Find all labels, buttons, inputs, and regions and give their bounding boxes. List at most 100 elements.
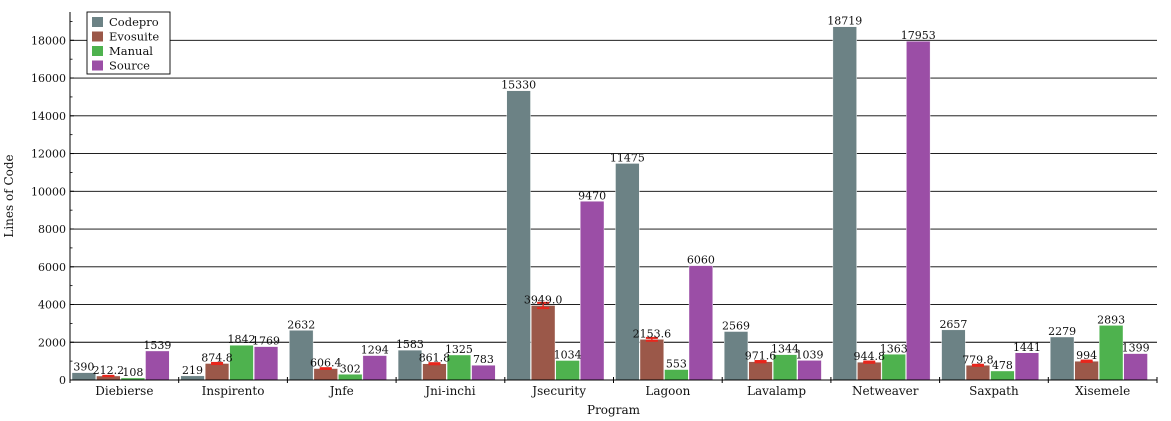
bar-evosuite-lavalamp <box>748 361 773 381</box>
data-label: 9470 <box>578 189 606 202</box>
data-label: 2657 <box>939 318 967 331</box>
error-bars-layer <box>102 301 1093 378</box>
bar-evosuite-jsecurity <box>531 305 556 381</box>
x-category-label: Lavalamp <box>747 384 806 398</box>
data-label: 1441 <box>1013 341 1041 354</box>
x-category-label: Inspirento <box>202 384 265 398</box>
bar-source-lavalamp <box>797 360 822 381</box>
legend-label-source: Source <box>109 59 150 73</box>
bar-source-xisemele <box>1123 353 1148 381</box>
bar-source-saxpath <box>1014 352 1039 381</box>
y-tick-label: 10000 <box>31 185 66 198</box>
data-label: 1325 <box>445 343 473 356</box>
bar-manual-saxpath <box>990 370 1015 381</box>
legend-label-evosuite: Evosuite <box>109 30 159 44</box>
data-label: 1344 <box>771 343 799 356</box>
bar-manual-lagoon <box>664 369 689 381</box>
x-axis-title: Program <box>587 403 641 417</box>
data-label: 2279 <box>1048 325 1076 338</box>
data-label: 1294 <box>361 344 389 357</box>
data-label: 11475 <box>610 151 645 164</box>
grid-layer <box>70 39 1157 343</box>
bar-manual-lavalamp <box>773 354 798 381</box>
data-label: 861.8 <box>419 352 451 365</box>
data-label: 783 <box>473 353 494 366</box>
bar-manual-jsecurity <box>555 360 580 381</box>
legend-label-codepro: Codepro <box>109 15 159 29</box>
x-category-label: Lagoon <box>645 384 690 398</box>
bar-source-inspirento <box>253 346 279 381</box>
legend-swatch-evosuite <box>92 31 103 42</box>
bar-codepro-jsecurity <box>506 90 531 381</box>
data-label: 2153.6 <box>633 327 672 340</box>
data-label: 1539 <box>143 339 171 352</box>
x-category-label: Netweaver <box>852 384 919 398</box>
data-label: 606.4 <box>310 357 342 370</box>
y-tick-label: 12000 <box>31 148 66 161</box>
data-label: 1769 <box>252 335 280 348</box>
bar-source-jsecurity <box>580 201 605 381</box>
data-label: 971.6 <box>745 350 777 363</box>
bar-evosuite-inspirento <box>204 363 230 381</box>
bar-codepro-jnfe <box>289 330 314 381</box>
data-label: 2893 <box>1097 313 1125 326</box>
data-label: 6060 <box>687 254 715 267</box>
data-label: 1039 <box>796 348 824 361</box>
data-label: 874.8 <box>201 351 233 364</box>
data-label: 1842 <box>228 333 256 346</box>
bar-evosuite-saxpath <box>965 365 990 381</box>
data-label: 994 <box>1076 349 1097 362</box>
legend-swatch-source <box>92 60 103 71</box>
bar-codepro-xisemele <box>1050 336 1075 381</box>
data-label: 478 <box>992 359 1013 372</box>
bar-manual-xisemele <box>1099 325 1124 381</box>
data-label: 390 <box>73 361 94 374</box>
bar-evosuite-netweaver <box>857 361 882 381</box>
y-tick-label: 4000 <box>38 299 66 312</box>
y-axis-title: Lines of Code <box>2 154 16 237</box>
data-label: 1034 <box>554 348 582 361</box>
bar-source-jnfe <box>362 355 387 381</box>
legend-label-manual: Manual <box>109 44 153 58</box>
bar-source-lagoon <box>688 265 713 381</box>
bar-manual-inspirento <box>229 345 254 381</box>
bar-codepro-netweaver <box>832 26 857 381</box>
x-category-label: Jnfe <box>328 384 354 398</box>
y-tick-label: 6000 <box>38 261 66 274</box>
data-label: 219 <box>182 364 203 377</box>
data-label: 779.8 <box>962 353 994 366</box>
y-tick-label: 18000 <box>31 34 66 47</box>
data-label: 1363 <box>880 342 908 355</box>
y-tick-label: 16000 <box>31 72 66 85</box>
bar-source-diebierse <box>145 350 170 381</box>
bar-manual-netweaver <box>881 354 906 381</box>
bar-evosuite-lagoon <box>639 339 664 381</box>
bar-evosuite-xisemele <box>1074 361 1099 381</box>
data-label: 212.2 <box>93 364 125 377</box>
data-label: 15330 <box>501 79 536 92</box>
x-category-label: Jsecurity <box>530 384 586 398</box>
data-label: 18719 <box>827 15 862 28</box>
data-label: 2632 <box>287 318 315 331</box>
bar-source-netweaver <box>906 40 931 381</box>
data-label: 944.8 <box>854 350 886 363</box>
data-label: 1399 <box>1122 342 1150 355</box>
bar-evosuite-jnfe <box>313 368 338 381</box>
legend-swatch-codepro <box>92 17 103 27</box>
bar-codepro-lagoon <box>615 163 640 381</box>
bar-evosuite-jni-inchi <box>422 363 447 381</box>
data-label: 553 <box>666 358 687 371</box>
data-label: 302 <box>340 362 361 375</box>
bar-manual-jni-inchi <box>446 354 472 381</box>
bar-source-jni-inchi <box>471 365 496 381</box>
axis-layer: 0 2000 4000 6000 8000 10000 12000 14000 16000 180… <box>31 12 1158 398</box>
data-label: 3949.0 <box>524 293 563 306</box>
x-category-label: Xisemele <box>1075 384 1130 398</box>
y-tick-label: 0 <box>59 374 66 387</box>
bars-layer <box>71 26 1148 381</box>
y-tick-label: 8000 <box>38 223 66 236</box>
